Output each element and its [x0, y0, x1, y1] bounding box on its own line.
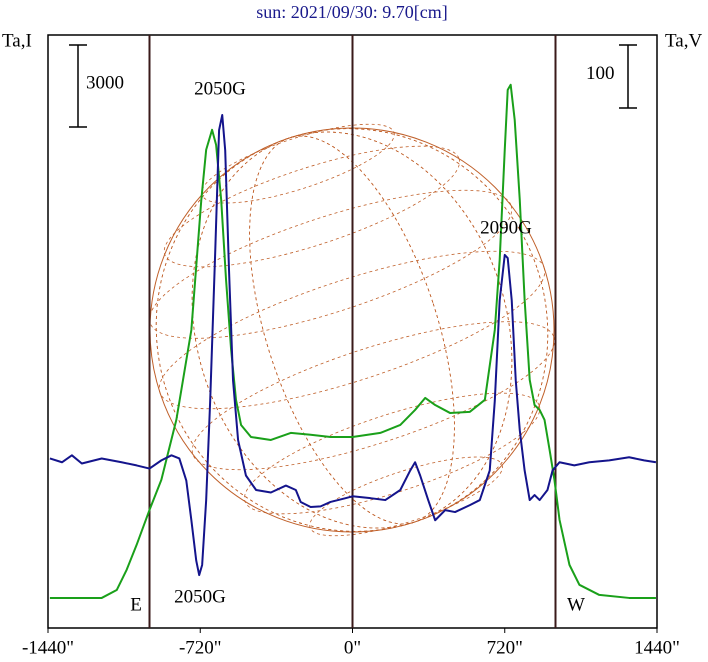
- parallel: [244, 392, 541, 515]
- y2-axis-label: Ta,V: [665, 30, 702, 51]
- x-tick-label: -720": [179, 637, 222, 658]
- annotation: 2090G: [480, 217, 532, 238]
- parallel: [309, 456, 503, 537]
- x-tick-label: 720": [487, 637, 523, 658]
- parallel: [158, 250, 546, 410]
- annotation: W: [567, 594, 585, 615]
- scale-bar-label: 3000: [86, 72, 124, 93]
- series-line: [49, 83, 656, 599]
- chart-title: sun: 2021/09/30: 9.70[cm]: [256, 2, 448, 22]
- meridian: [249, 135, 455, 525]
- x-tick-label: 1440": [634, 637, 680, 658]
- parallel: [191, 321, 555, 471]
- annotation: 2050G: [194, 78, 246, 99]
- x-tick-label: -1440": [22, 637, 74, 658]
- parallel: [163, 145, 460, 268]
- series-line: [49, 114, 657, 577]
- scale-bar-label: 100: [586, 63, 615, 84]
- x-tick-label: 0": [344, 637, 361, 658]
- y-axis-label: Ta,I: [2, 30, 32, 51]
- meridian: [191, 131, 513, 529]
- meridian: [155, 128, 549, 532]
- parallel: [149, 189, 513, 339]
- annotation: E: [130, 594, 142, 615]
- annotation: 2050G: [174, 586, 226, 607]
